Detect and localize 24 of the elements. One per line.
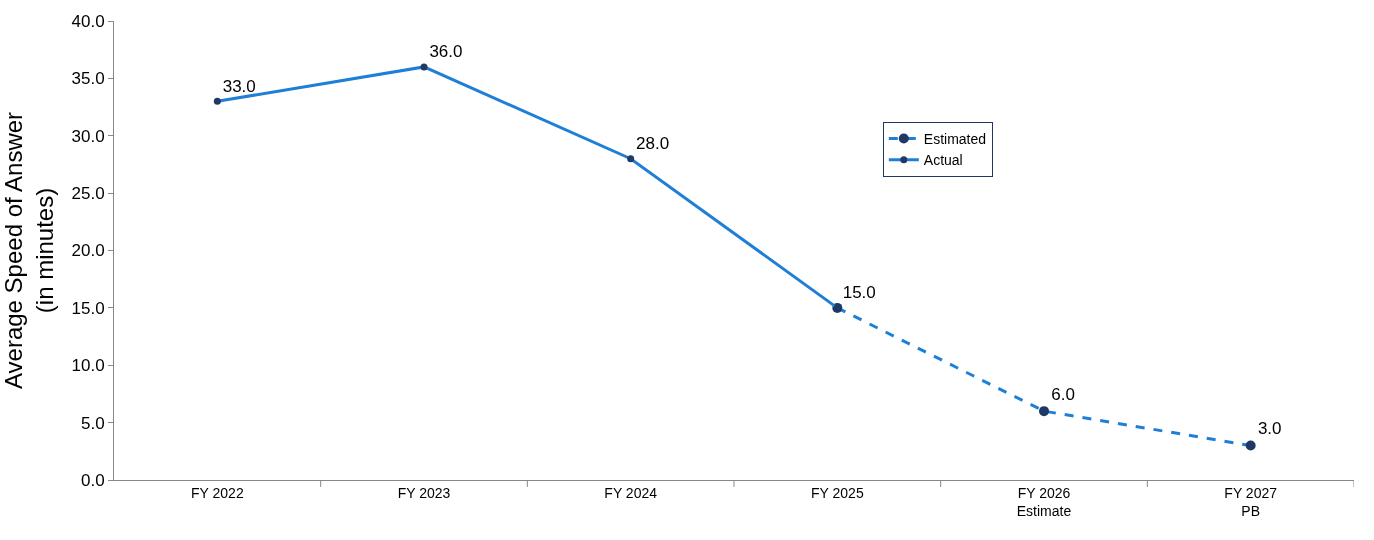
data-label: 15.0 xyxy=(842,283,876,303)
legend-label: Estimated xyxy=(923,131,987,148)
y-tick-label: 15.0 xyxy=(71,298,105,318)
y-tick-label: 5.0 xyxy=(80,413,105,433)
data-label: 3.0 xyxy=(1257,419,1282,439)
y-tick-label: 10.0 xyxy=(71,356,105,376)
y-tick-label: 25.0 xyxy=(71,184,105,204)
x-tick-label: FY 2027 PB xyxy=(1224,484,1278,519)
data-label: 28.0 xyxy=(636,134,670,154)
legend-label: Actual xyxy=(923,152,963,169)
x-tick-label: FY 2026 Estimate xyxy=(1016,484,1072,519)
y-tick-label: 20.0 xyxy=(71,241,105,261)
y-tick-label: 35.0 xyxy=(71,69,105,89)
y-axis-title: Average Speed of Answer (in minutes) xyxy=(0,111,59,390)
x-tick-label: FY 2023 xyxy=(397,484,451,501)
data-label: 36.0 xyxy=(429,42,463,62)
x-tick-label: FY 2025 xyxy=(810,484,864,501)
data-label: 33.0 xyxy=(222,76,256,96)
x-tick-label: FY 2022 xyxy=(190,484,244,501)
data-label: 6.0 xyxy=(1051,384,1075,404)
y-tick-label: 30.0 xyxy=(71,126,105,146)
y-tick-label: 40.0 xyxy=(71,11,105,31)
x-tick-label: FY 2024 xyxy=(604,484,658,501)
y-tick-label: 0.0 xyxy=(80,470,105,490)
